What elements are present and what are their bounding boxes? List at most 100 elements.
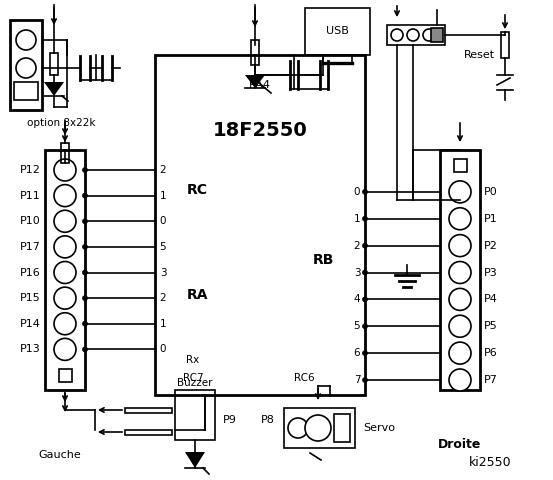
Bar xyxy=(59,369,71,382)
Text: 4: 4 xyxy=(354,294,361,304)
Text: 3: 3 xyxy=(160,267,166,277)
Circle shape xyxy=(16,30,36,50)
Polygon shape xyxy=(185,452,205,468)
Text: RB: RB xyxy=(312,253,333,267)
Text: 0: 0 xyxy=(160,344,166,354)
Circle shape xyxy=(363,216,368,221)
Circle shape xyxy=(363,297,368,302)
Text: Gauche: Gauche xyxy=(39,450,81,460)
Text: 1: 1 xyxy=(160,319,166,329)
Text: 1: 1 xyxy=(160,191,166,201)
Bar xyxy=(155,55,365,395)
Circle shape xyxy=(449,369,471,391)
Text: RA4: RA4 xyxy=(249,80,271,90)
Bar xyxy=(50,53,58,75)
Circle shape xyxy=(305,415,331,441)
Text: P0: P0 xyxy=(484,187,498,197)
Text: P5: P5 xyxy=(484,321,498,331)
Text: Servo: Servo xyxy=(363,423,395,433)
Text: P13: P13 xyxy=(20,344,41,354)
Text: 5: 5 xyxy=(160,242,166,252)
Bar xyxy=(14,82,38,100)
Text: P9: P9 xyxy=(223,415,237,425)
Text: P7: P7 xyxy=(484,375,498,385)
Bar xyxy=(125,408,172,412)
Circle shape xyxy=(82,193,87,198)
Circle shape xyxy=(54,159,76,181)
Text: option 8x22k: option 8x22k xyxy=(27,118,95,128)
Circle shape xyxy=(82,296,87,300)
Text: P4: P4 xyxy=(484,294,498,304)
Text: 7: 7 xyxy=(354,375,361,385)
Polygon shape xyxy=(44,82,64,96)
Bar xyxy=(61,143,69,163)
Text: 2: 2 xyxy=(160,165,166,175)
Text: Buzzer: Buzzer xyxy=(178,378,213,388)
Circle shape xyxy=(54,287,76,309)
Bar xyxy=(251,40,259,65)
Text: Rx: Rx xyxy=(186,355,200,365)
Circle shape xyxy=(363,243,368,248)
Text: RC: RC xyxy=(186,183,207,197)
Bar xyxy=(10,20,42,110)
Text: 0: 0 xyxy=(160,216,166,226)
Text: P12: P12 xyxy=(20,165,41,175)
Text: P11: P11 xyxy=(20,191,41,201)
Circle shape xyxy=(54,185,76,206)
Text: 3: 3 xyxy=(354,267,361,277)
Text: 2: 2 xyxy=(160,293,166,303)
Circle shape xyxy=(54,262,76,284)
Text: P6: P6 xyxy=(484,348,498,358)
Text: P1: P1 xyxy=(484,214,498,224)
Bar xyxy=(431,28,443,42)
Circle shape xyxy=(449,315,471,337)
Text: 2: 2 xyxy=(354,240,361,251)
Bar xyxy=(175,390,215,440)
Bar xyxy=(334,414,350,442)
Text: ki2550: ki2550 xyxy=(469,456,512,468)
Bar xyxy=(284,408,355,448)
Text: 5: 5 xyxy=(354,321,361,331)
Circle shape xyxy=(363,190,368,194)
Polygon shape xyxy=(245,75,265,88)
Circle shape xyxy=(363,324,368,329)
Circle shape xyxy=(54,210,76,232)
Text: P3: P3 xyxy=(484,267,498,277)
Circle shape xyxy=(449,181,471,203)
Circle shape xyxy=(82,321,87,326)
Bar xyxy=(305,8,370,55)
Circle shape xyxy=(363,270,368,275)
Circle shape xyxy=(449,342,471,364)
Bar xyxy=(45,150,85,390)
Text: RA: RA xyxy=(186,288,208,302)
Circle shape xyxy=(449,235,471,257)
Circle shape xyxy=(407,29,419,41)
Text: Reset: Reset xyxy=(464,50,495,60)
Bar xyxy=(501,32,509,58)
Text: 1: 1 xyxy=(354,214,361,224)
Circle shape xyxy=(16,58,36,78)
Circle shape xyxy=(82,219,87,224)
Text: P10: P10 xyxy=(20,216,41,226)
Text: P15: P15 xyxy=(20,293,41,303)
Circle shape xyxy=(423,29,435,41)
Text: 0: 0 xyxy=(354,187,360,197)
Circle shape xyxy=(449,208,471,230)
Circle shape xyxy=(54,236,76,258)
Text: RC7: RC7 xyxy=(182,373,204,383)
Text: Droite: Droite xyxy=(439,439,482,452)
Bar xyxy=(453,158,467,171)
Bar xyxy=(125,430,172,434)
Text: P17: P17 xyxy=(20,242,41,252)
Text: USB: USB xyxy=(326,26,349,36)
Circle shape xyxy=(54,313,76,335)
Circle shape xyxy=(363,350,368,356)
Bar xyxy=(387,25,445,45)
Text: P14: P14 xyxy=(20,319,41,329)
Circle shape xyxy=(449,262,471,284)
Circle shape xyxy=(82,270,87,275)
Circle shape xyxy=(391,29,403,41)
Circle shape xyxy=(54,338,76,360)
Text: P2: P2 xyxy=(484,240,498,251)
Circle shape xyxy=(288,418,308,438)
